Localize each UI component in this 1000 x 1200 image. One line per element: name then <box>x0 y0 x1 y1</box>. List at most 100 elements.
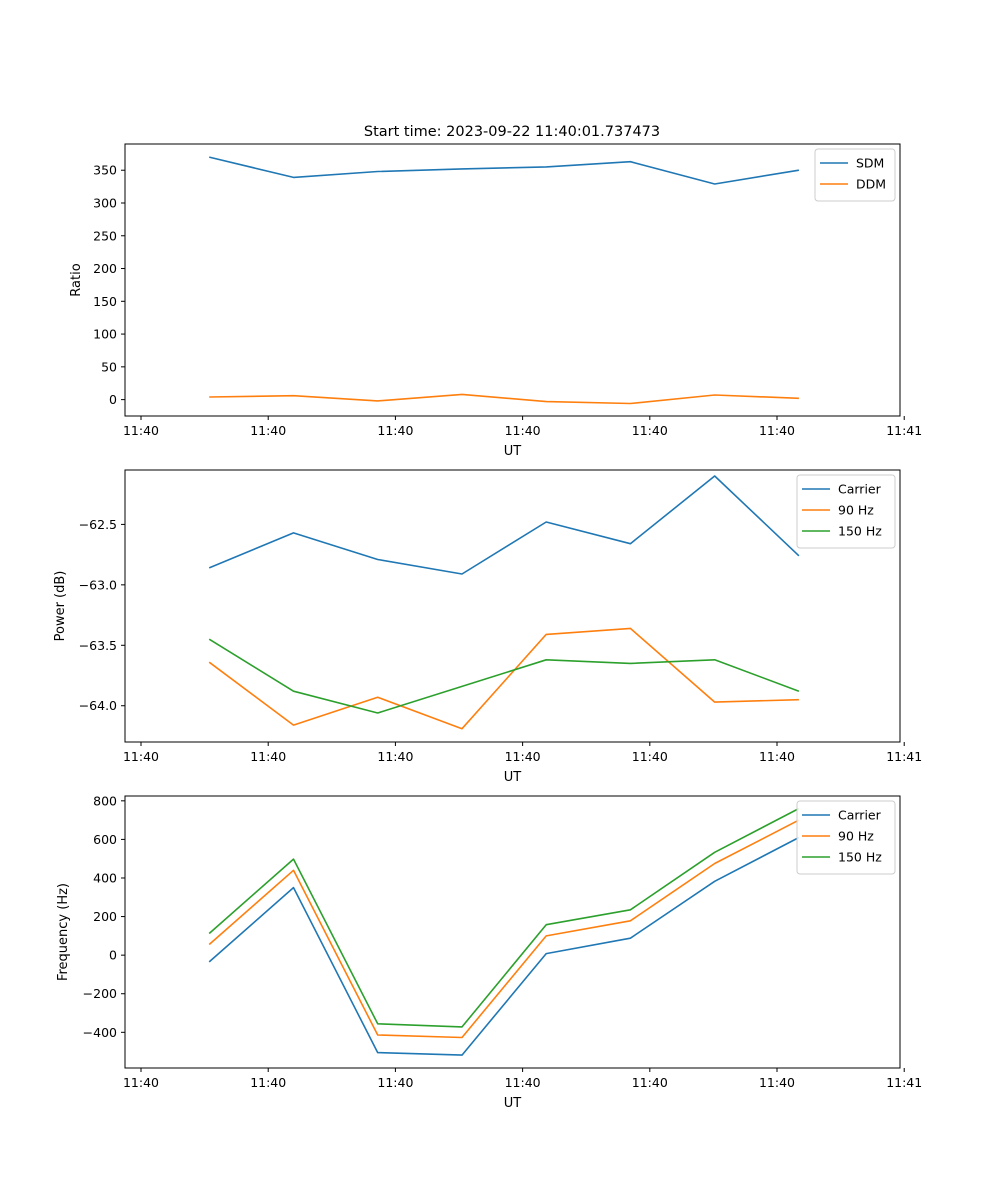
y-tick-label: 250 <box>93 228 117 243</box>
x-tick-label: 11:40 <box>377 1075 413 1090</box>
data-point <box>376 712 379 715</box>
x-tick-label: 11:40 <box>250 1075 286 1090</box>
x-tick-label: 11:40 <box>250 423 286 438</box>
series-line-150-hz <box>208 638 800 714</box>
x-tick-label: 11:40 <box>123 1075 159 1090</box>
data-point <box>461 1036 464 1039</box>
x-tick-label: 11:41 <box>886 749 922 764</box>
data-point <box>292 176 295 179</box>
data-point <box>629 908 632 911</box>
data-point <box>545 633 548 636</box>
data-point <box>208 661 211 664</box>
legend-label: 90 Hz <box>838 503 874 518</box>
x-tick-label: 11:40 <box>759 423 795 438</box>
data-point <box>208 396 211 399</box>
data-point <box>376 696 379 699</box>
legend-label: 90 Hz <box>838 829 874 844</box>
data-point <box>713 658 716 661</box>
y-tick-label: −63.5 <box>79 638 117 653</box>
y-tick-label: −200 <box>83 986 117 1001</box>
data-point <box>208 156 211 159</box>
series-line-ddm <box>209 393 799 405</box>
data-point <box>713 862 716 865</box>
x-tick-label: 11:41 <box>886 423 922 438</box>
x-tick-label: 11:40 <box>632 749 668 764</box>
figure-title: Start time: 2023-09-22 11:40:01.737473 <box>364 124 660 140</box>
data-point <box>376 1051 379 1054</box>
x-axis-label: UT <box>504 444 522 459</box>
data-point <box>376 558 379 561</box>
data-point <box>713 475 716 478</box>
series-line-150-hz <box>208 807 800 1028</box>
legend-box <box>814 148 896 202</box>
data-point <box>376 1034 379 1037</box>
data-point <box>461 167 464 170</box>
series-line-90-hz <box>208 819 800 1039</box>
x-axis-label: UT <box>504 1096 522 1111</box>
data-point <box>376 399 379 402</box>
legend-label: 150 Hz <box>838 850 882 865</box>
legend-box <box>796 800 896 875</box>
data-point <box>629 937 632 940</box>
x-axis-label: UT <box>504 770 522 785</box>
data-point <box>629 160 632 163</box>
data-point <box>376 170 379 173</box>
data-point <box>797 698 800 701</box>
data-point <box>629 919 632 922</box>
legend-label: 150 Hz <box>838 524 882 539</box>
data-point <box>629 627 632 630</box>
data-point <box>376 1022 379 1025</box>
y-tick-label: 150 <box>93 294 117 309</box>
data-point <box>713 183 716 186</box>
data-point <box>208 943 211 946</box>
y-tick-label: 50 <box>101 359 117 374</box>
data-point <box>208 638 211 641</box>
data-point <box>545 934 548 937</box>
data-point <box>292 858 295 861</box>
data-point <box>208 932 211 935</box>
chart-panel-1: 11:40 11:40 11:40 11:40 11:40 11:40 11:41 0 50 10… <box>69 143 922 459</box>
axes-frame <box>124 469 901 743</box>
y-axis-label: Frequency (Hz) <box>56 883 71 981</box>
data-point <box>629 662 632 665</box>
y-tick-label: −62.5 <box>79 517 117 532</box>
y-tick-label: −64.0 <box>79 698 117 713</box>
x-tick-label: 11:40 <box>250 749 286 764</box>
data-point <box>292 690 295 693</box>
x-tick-label: 11:40 <box>505 423 541 438</box>
legend: Carrier 90 Hz 150 Hz <box>796 474 896 549</box>
data-point <box>545 952 548 955</box>
data-point <box>545 165 548 168</box>
axes-frame <box>124 143 901 417</box>
data-point <box>545 521 548 524</box>
x-tick-label: 11:40 <box>632 1075 668 1090</box>
data-point <box>208 960 211 963</box>
data-point <box>461 1054 464 1057</box>
x-tick-label: 11:40 <box>505 1075 541 1090</box>
data-point <box>797 169 800 172</box>
y-tick-label: 100 <box>93 327 117 342</box>
series-line-carrier <box>208 475 800 575</box>
y-tick-label: −63.0 <box>79 577 117 592</box>
chart-panel-3: 11:40 11:40 11:40 11:40 11:40 11:40 11:41 −400 −… <box>56 793 922 1111</box>
x-tick-label: 11:40 <box>123 423 159 438</box>
data-point <box>797 554 800 557</box>
axes-frame <box>124 795 901 1069</box>
data-point <box>461 727 464 730</box>
data-point <box>713 880 716 883</box>
data-point <box>545 658 548 661</box>
data-point <box>461 1025 464 1028</box>
y-tick-label: −400 <box>83 1025 117 1040</box>
x-tick-label: 11:41 <box>886 1075 922 1090</box>
y-tick-label: 350 <box>93 163 117 178</box>
legend-box <box>796 474 896 549</box>
y-axis-label: Ratio <box>69 263 84 296</box>
y-tick-label: 200 <box>93 261 117 276</box>
legend-label: Carrier <box>838 482 882 497</box>
data-point <box>461 573 464 576</box>
legend: SDM DDM <box>814 148 896 202</box>
data-point <box>713 851 716 854</box>
legend-label: SDM <box>856 156 884 171</box>
y-tick-label: 600 <box>93 832 117 847</box>
